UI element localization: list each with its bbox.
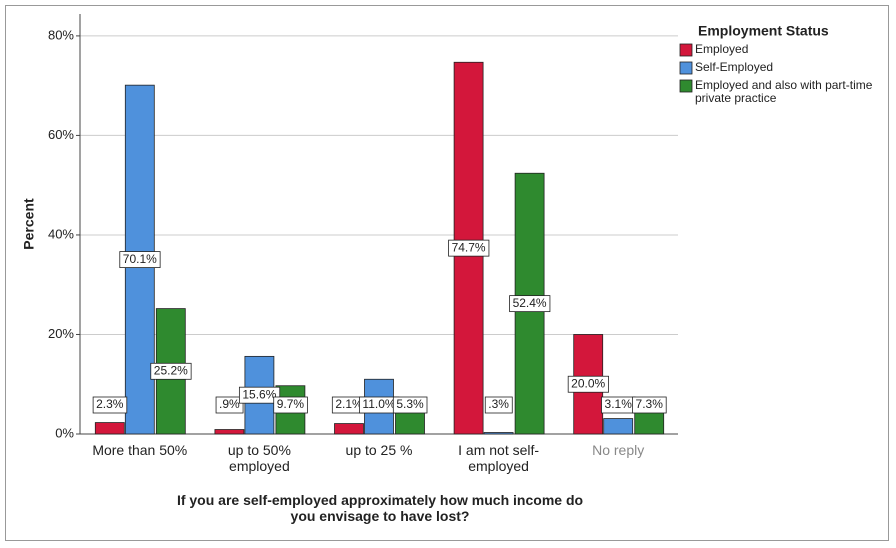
y-tick-label: 60% bbox=[48, 127, 74, 142]
data-label-box bbox=[238, 386, 281, 404]
data-label-box bbox=[448, 239, 490, 257]
data-label-box bbox=[484, 396, 513, 414]
bar bbox=[94, 422, 125, 435]
data-label-box bbox=[150, 362, 192, 380]
x-tick-label: I am not self-employed bbox=[458, 442, 540, 474]
bar bbox=[483, 432, 514, 435]
data-label: 9.7% bbox=[277, 397, 305, 411]
data-label: 25.2% bbox=[154, 363, 188, 377]
bar bbox=[603, 418, 634, 435]
data-label: 70.1% bbox=[123, 252, 157, 266]
bar bbox=[214, 429, 245, 435]
y-tick-label: 0% bbox=[55, 425, 74, 440]
bar bbox=[334, 423, 364, 435]
legend-swatch bbox=[679, 61, 693, 75]
legend-label: Employed and also with part-time private… bbox=[695, 78, 873, 105]
data-label: 2.3% bbox=[96, 397, 124, 411]
data-label-box bbox=[632, 396, 667, 414]
data-label: 15.6% bbox=[242, 387, 276, 401]
data-label-box bbox=[392, 396, 428, 414]
data-label-box bbox=[215, 396, 244, 414]
y-tick-label: 40% bbox=[48, 226, 74, 241]
data-label: 20.0% bbox=[571, 376, 605, 390]
frame bbox=[5, 5, 889, 541]
data-label: .9% bbox=[219, 397, 240, 411]
legend-swatch bbox=[679, 43, 693, 57]
x-tick-label: up to 50% employed bbox=[227, 442, 291, 474]
x-axis-title: If you are self-employed approximately h… bbox=[176, 492, 584, 524]
legend-label: Employed bbox=[695, 42, 749, 56]
data-label: 3.1% bbox=[605, 397, 633, 411]
data-label-box bbox=[509, 295, 551, 313]
data-label: 52.4% bbox=[513, 296, 547, 310]
legend-title: Employment Status bbox=[698, 23, 829, 39]
data-label-box bbox=[567, 375, 609, 393]
data-label: .3% bbox=[488, 397, 509, 411]
y-tick-label: 80% bbox=[48, 27, 74, 42]
legend-label: Self-Employed bbox=[695, 60, 774, 74]
x-tick-label: More than 50% bbox=[92, 442, 188, 458]
x-tick-label: up to 25 % bbox=[345, 442, 413, 458]
y-axis-title: Percent bbox=[21, 198, 37, 250]
y-tick-label: 20% bbox=[48, 326, 74, 341]
data-label: 11.0% bbox=[362, 397, 395, 411]
data-label-box bbox=[92, 396, 128, 414]
data-label: 7.3% bbox=[636, 397, 664, 411]
legend-swatch bbox=[679, 79, 693, 93]
x-tick-label: No reply bbox=[592, 442, 645, 458]
data-label: 2.1% bbox=[335, 397, 363, 411]
data-label: 74.7% bbox=[452, 240, 486, 254]
data-label-box bbox=[273, 396, 308, 414]
data-label: 5.3% bbox=[396, 397, 424, 411]
data-label-box bbox=[119, 251, 161, 268]
